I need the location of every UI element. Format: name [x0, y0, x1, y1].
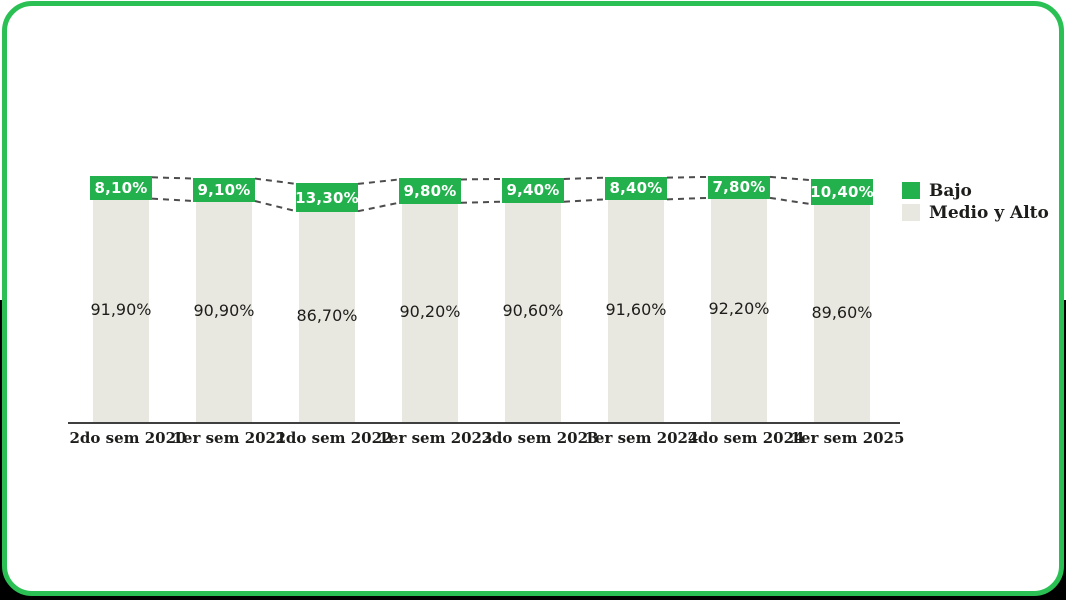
connector-bottom-line — [769, 196, 812, 206]
x-tick-label: 1er sem 2021 — [172, 429, 287, 447]
bar-segment-medio-y-alto — [93, 199, 149, 422]
bar-segment-medio-y-alto — [402, 203, 458, 422]
bar-segment-medio-y-alto — [814, 205, 870, 422]
bar-segment-medio-y-alto — [711, 198, 767, 422]
x-tick-label: 1er sem 2024 — [584, 429, 699, 447]
connector-top-line — [460, 177, 503, 181]
bar-segment-bajo: 7,80% — [708, 175, 770, 199]
connector-top-line — [769, 175, 812, 182]
connector-top-line — [357, 178, 400, 185]
bar-label-medio-y-alto: 90,60% — [502, 301, 564, 321]
bar-label-medio-y-alto: 89,60% — [811, 302, 873, 322]
legend-swatch-medio-y-alto — [902, 204, 920, 221]
connector-bottom-line — [563, 198, 606, 203]
bar-segment-bajo: 8,10% — [90, 176, 152, 200]
bar-segment-bajo: 10,40% — [810, 179, 874, 206]
connector-bottom-line — [666, 196, 709, 201]
bar-label-medio-y-alto: 91,60% — [605, 300, 667, 320]
x-tick-label: 2do sem 2020 — [69, 429, 187, 447]
bar-segment-medio-y-alto — [299, 212, 355, 422]
x-tick-label: 1er sem 2025 — [790, 429, 905, 447]
bar-label-bajo: 9,40% — [506, 181, 560, 200]
x-axis-line — [68, 422, 900, 424]
x-tick-label: 1er sem 2023 — [378, 429, 493, 447]
legend-item-bajo: Bajo — [902, 180, 1049, 201]
connector-bottom-line — [460, 200, 503, 204]
legend-swatch-bajo — [902, 182, 920, 199]
bar-label-medio-y-alto: 92,20% — [708, 299, 770, 319]
legend: Bajo Medio y Alto — [902, 180, 1049, 223]
bar-segment-bajo: 8,40% — [605, 176, 667, 201]
connector-top-line — [151, 176, 194, 180]
bar-segment-medio-y-alto — [505, 202, 561, 422]
bar-segment-bajo: 9,10% — [193, 177, 255, 202]
legend-label-bajo: Bajo — [929, 180, 972, 201]
bar-label-bajo: 9,80% — [403, 182, 457, 201]
x-tick-label: 2do sem 2022 — [275, 429, 393, 447]
bar-label-medio-y-alto: 90,90% — [193, 301, 255, 320]
bar-label-medio-y-alto: 86,70% — [296, 306, 358, 326]
bar-segment-bajo: 13,30% — [295, 182, 359, 213]
bar-segment-medio-y-alto — [196, 202, 252, 422]
bar-label-bajo: 7,80% — [712, 178, 766, 197]
connector-top-line — [563, 176, 606, 180]
bar-label-bajo: 13,30% — [295, 188, 359, 207]
bar-segment-bajo: 9,80% — [399, 178, 461, 204]
connector-top-line — [666, 175, 709, 179]
bar-label-bajo: 9,10% — [197, 180, 251, 199]
bar-segment-medio-y-alto — [608, 200, 664, 422]
connector-bottom-line — [357, 201, 400, 213]
bar-label-bajo: 10,40% — [810, 183, 874, 202]
connector-bottom-line — [151, 197, 194, 203]
bar-label-medio-y-alto: 91,90% — [90, 299, 152, 319]
legend-label-medio-y-alto: Medio y Alto — [929, 202, 1049, 223]
bar-label-bajo: 8,10% — [94, 178, 148, 197]
bar-segment-bajo: 9,40% — [502, 177, 564, 203]
connector-top-line — [254, 177, 297, 185]
x-tick-label: 2do sem 2024 — [687, 429, 805, 447]
legend-item-medio-y-alto: Medio y Alto — [902, 202, 1049, 223]
bar-label-bajo: 8,40% — [609, 179, 663, 198]
x-tick-label: 2do sem 2023 — [481, 429, 599, 447]
bar-label-medio-y-alto: 90,20% — [399, 301, 461, 321]
connector-bottom-line — [254, 200, 297, 213]
